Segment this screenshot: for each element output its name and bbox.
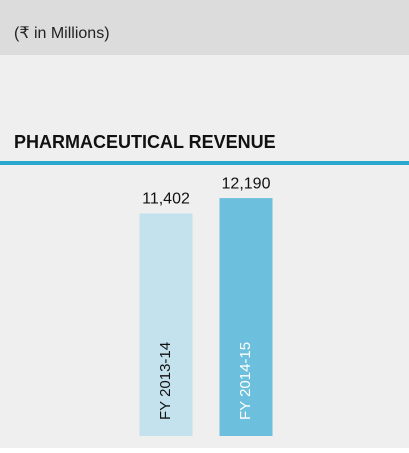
category-label: FY 2014-15	[237, 342, 254, 420]
category-label: FY 2013-14	[157, 342, 174, 420]
title-rule	[0, 161, 409, 165]
bar	[139, 213, 193, 436]
chart-title: PHARMACEUTICAL REVENUE	[14, 132, 276, 152]
bar	[219, 198, 273, 436]
value-label: 11,402	[142, 191, 190, 208]
chart-subtitle: (₹ in Millions)	[14, 25, 110, 42]
header-band	[0, 0, 409, 55]
value-label: 12,190	[222, 175, 271, 192]
